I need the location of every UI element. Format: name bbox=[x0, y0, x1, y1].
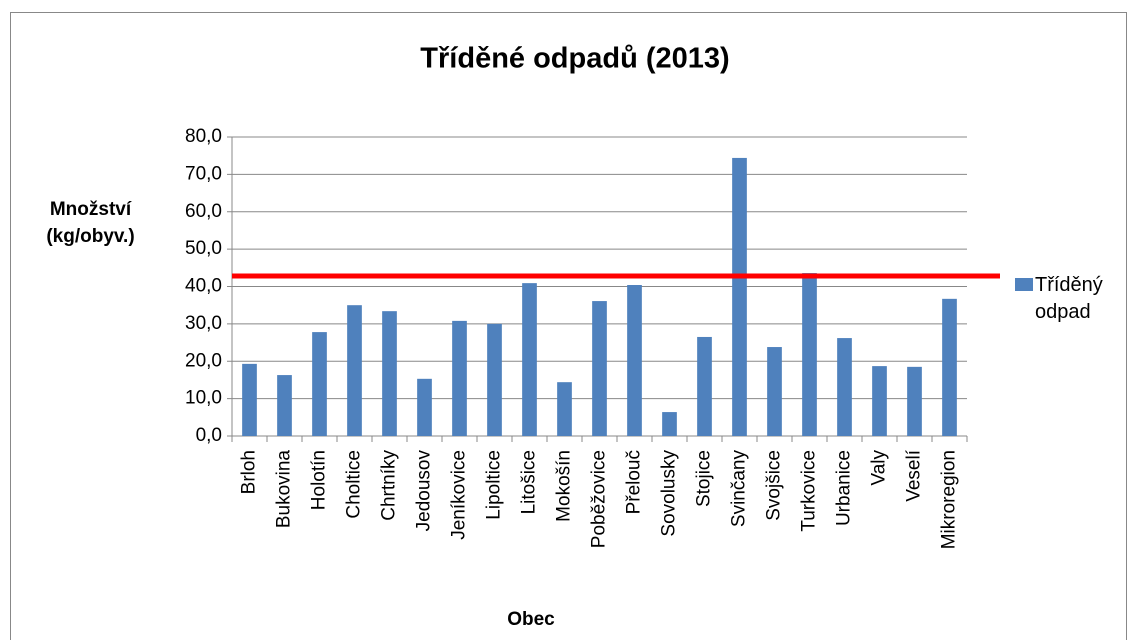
bar bbox=[802, 273, 817, 436]
bar bbox=[942, 298, 957, 436]
bar bbox=[312, 332, 327, 436]
bar bbox=[907, 366, 922, 436]
y-tick-label: 20,0 bbox=[185, 350, 222, 371]
bar bbox=[487, 323, 502, 436]
y-tick-label: 50,0 bbox=[185, 238, 222, 259]
x-tick-label: Brloh bbox=[239, 450, 260, 494]
x-tick-label: Holotín bbox=[309, 450, 330, 510]
bar bbox=[767, 347, 782, 436]
x-tick-label: Choltice bbox=[344, 450, 365, 519]
bar bbox=[592, 301, 607, 436]
x-axis-title: Obec bbox=[507, 609, 555, 630]
x-tick-label: Valy bbox=[869, 450, 890, 486]
bar bbox=[697, 336, 712, 436]
y-tick-label: 60,0 bbox=[185, 201, 222, 222]
y-tick-label: 70,0 bbox=[185, 163, 222, 184]
x-tick-label: Přelouč bbox=[624, 450, 645, 514]
legend-swatch bbox=[1015, 278, 1033, 291]
bar bbox=[417, 378, 432, 436]
y-axis-title: Množství (kg/obyv.) bbox=[46, 199, 135, 247]
x-tick-label: Jeníkovice bbox=[449, 450, 470, 540]
x-tick-label: Svojšice bbox=[764, 450, 785, 521]
x-tick-label: Svinčany bbox=[729, 450, 750, 528]
bar bbox=[382, 311, 397, 436]
y-tick-label: 80,0 bbox=[185, 126, 222, 147]
x-tick-label: Stojice bbox=[694, 450, 715, 507]
y-tick-label: 40,0 bbox=[185, 276, 222, 297]
bar bbox=[662, 412, 677, 436]
bar bbox=[732, 157, 747, 436]
y-tick-label: 0,0 bbox=[196, 425, 222, 446]
y-tick-label: 10,0 bbox=[185, 388, 222, 409]
x-tick-label: Mokošín bbox=[554, 450, 575, 522]
x-tick-label: Litošice bbox=[519, 450, 540, 514]
bar bbox=[627, 285, 642, 436]
x-tick-label: Bukovina bbox=[274, 450, 295, 529]
x-tick-label: Urbanice bbox=[834, 450, 855, 526]
chart-title: Tříděné odpadů (2013) bbox=[420, 43, 729, 75]
bar bbox=[347, 305, 362, 436]
bar bbox=[277, 375, 292, 436]
x-tick-label: Jedousov bbox=[414, 450, 435, 532]
bar bbox=[522, 283, 537, 436]
legend-label: Tříděný odpad bbox=[1035, 274, 1103, 323]
x-tick-label: Poběžovice bbox=[589, 450, 610, 548]
chart-frame bbox=[10, 12, 1127, 640]
bar bbox=[452, 320, 467, 436]
bar bbox=[242, 363, 257, 436]
bar bbox=[872, 366, 887, 436]
bar bbox=[837, 338, 852, 436]
x-tick-label: Veselí bbox=[904, 449, 925, 501]
x-tick-label: Chrtníky bbox=[379, 450, 400, 521]
x-tick-label: Sovolusky bbox=[659, 450, 680, 537]
x-tick-label: Mikroregion bbox=[939, 450, 960, 549]
x-tick-label: Turkovice bbox=[799, 450, 820, 532]
y-tick-label: 30,0 bbox=[185, 313, 222, 334]
x-tick-label: Lipoltice bbox=[484, 450, 505, 520]
bar bbox=[557, 382, 572, 436]
